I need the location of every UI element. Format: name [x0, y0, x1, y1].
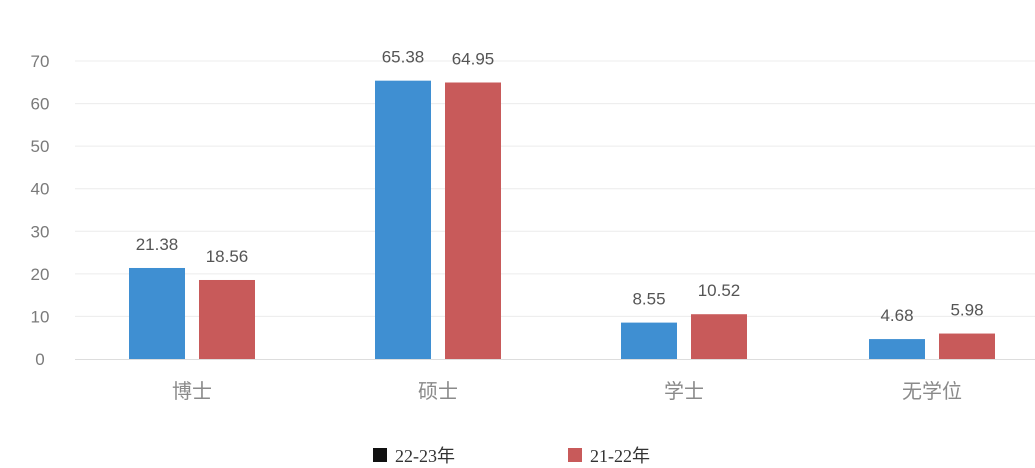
legend-label-series-0: 22-23年 — [395, 446, 455, 466]
legend-item-series-0: 22-23年 — [373, 442, 455, 468]
y-tick-label: 50 — [31, 137, 50, 156]
y-tick-label: 0 — [35, 350, 44, 369]
data-label-series-0: 8.55 — [632, 290, 665, 309]
data-labels: 21.38 18.56 65.38 64.95 8.55 10.52 4.68 5.98 — [136, 48, 984, 325]
grid-lines — [75, 60, 1035, 317]
legend-label-series-1: 21-22年 — [590, 446, 650, 466]
y-tick-label: 70 — [31, 52, 50, 71]
bar-series-1 — [939, 333, 995, 359]
bar-series-0 — [869, 339, 925, 359]
bar-series-0 — [129, 267, 185, 359]
x-category-label: 硕士 — [418, 379, 458, 403]
y-tick-label: 60 — [31, 95, 50, 114]
y-tick-label: 30 — [31, 222, 50, 241]
x-category-label: 无学位 — [902, 379, 962, 403]
x-category-label: 学士 — [664, 379, 704, 403]
bar-series-1 — [691, 314, 747, 359]
x-category-label: 博士 — [172, 379, 212, 403]
legend: 22-23年 21-22年 — [0, 442, 1035, 466]
y-tick-label: 10 — [31, 307, 50, 326]
data-label-series-0: 21.38 — [136, 235, 179, 254]
y-axis-ticks: 0 10 20 30 40 50 60 70 — [31, 52, 50, 369]
legend-swatch-series-1 — [568, 448, 582, 462]
data-label-series-0: 4.68 — [880, 306, 913, 325]
y-tick-label: 20 — [31, 265, 50, 284]
bar-series-0 — [621, 322, 677, 359]
bar-chart: 0 10 20 30 40 50 60 70 21.38 18.56 65.38 64.95 8.55… — [31, 48, 1035, 403]
y-tick-label: 40 — [31, 180, 50, 199]
legend-swatch-series-0 — [373, 448, 387, 462]
data-label-series-1: 64.95 — [452, 49, 495, 68]
data-label-series-1: 10.52 — [698, 281, 741, 300]
bar-series-1 — [199, 279, 255, 359]
legend-item-series-1: 21-22年 — [568, 442, 650, 468]
data-label-series-1: 18.56 — [206, 247, 249, 266]
bar-series-0 — [375, 80, 431, 359]
bar-series-1 — [445, 82, 501, 360]
x-axis-categories: 博士 硕士 学士 无学位 — [172, 379, 962, 403]
data-label-series-0: 65.38 — [382, 48, 425, 67]
data-label-series-1: 5.98 — [950, 301, 983, 320]
bars — [129, 80, 995, 360]
